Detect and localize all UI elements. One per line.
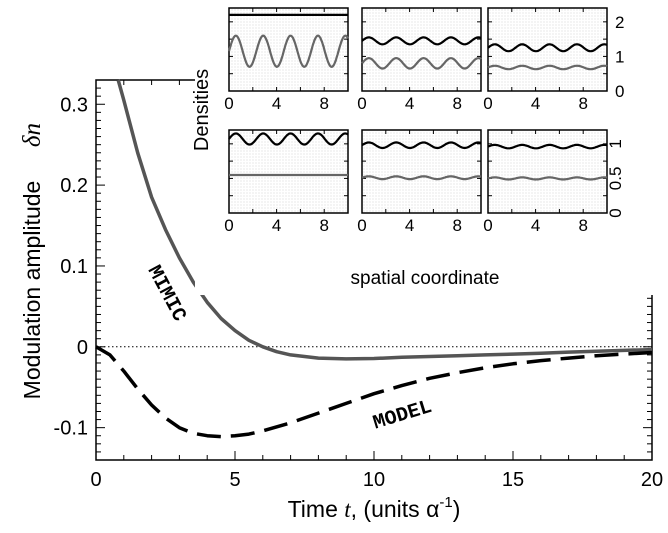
inset-x-tick-label: 8 (578, 94, 587, 113)
inset-right-tick-label: 2 (615, 13, 624, 32)
y-tick-label: 0.1 (60, 256, 88, 278)
y-axis-label: Modulation amplitude (19, 181, 45, 400)
x-tick-label: 15 (502, 469, 524, 491)
x-axis-label: Time t, (units α-1) (288, 494, 461, 522)
inset-panel: 0 4 8 1 0.5 0 (483, 129, 625, 235)
series-label-mimic: MIMIC (142, 262, 190, 326)
inset-right-tick-label: 0 (615, 82, 624, 101)
inset-x-tick-label: 0 (483, 94, 492, 113)
inset-x-tick-label: 0 (357, 94, 366, 113)
inset-x-tick-label: 8 (578, 216, 587, 235)
inset-density-curve (487, 176, 608, 181)
inset-x-tick-label: 4 (405, 216, 414, 235)
inset-density-curve (487, 43, 608, 53)
inset-right-tick-label: 0 (606, 208, 625, 217)
inset-x-tick-label: 4 (272, 94, 281, 113)
y-tick-label: 0 (77, 337, 88, 359)
inset-x-tick-label: 0 (224, 94, 233, 113)
inset-x-tick-label: 8 (319, 94, 328, 113)
series-label-model: MODEL (371, 396, 435, 436)
series-mimic-line (116, 79, 653, 361)
y-axis-symbol: δn (19, 123, 46, 147)
inset-x-tick-label: 4 (531, 94, 540, 113)
inset-right-tick-label: 1 (606, 139, 625, 148)
inset-panel: 0 4 8 (224, 129, 349, 235)
inset-plot: 0 4 8 0 4 8 0 4 8 2 1 0 0 4 8 0 4 8 0 4 8 1 0.5 0 Densities spati… (191, 0, 668, 295)
inset-panel: 0 4 8 (224, 7, 349, 113)
inset-x-axis-label: spatial coordinate (351, 268, 500, 289)
inset-density-curve (361, 56, 482, 70)
inset-panel: 0 4 8 (357, 129, 482, 235)
inset-x-tick-label: 8 (452, 216, 461, 235)
inset-panel-frame (487, 129, 608, 214)
inset-x-tick-label: 4 (531, 216, 540, 235)
inset-density-curve (361, 36, 482, 46)
inset-density-curve (227, 34, 349, 68)
inset-x-tick-label: 4 (272, 216, 281, 235)
inset-panel: 0 4 8 (357, 7, 482, 113)
inset-density-curve (487, 64, 608, 71)
inset-x-tick-label: 8 (319, 216, 328, 235)
inset-y-axis-label: Densities (191, 69, 213, 151)
y-tick-label: -0.1 (54, 418, 88, 440)
inset-right-tick-label: 0.5 (606, 167, 625, 191)
inset-density-curve (228, 132, 349, 146)
inset-panel-frame (361, 7, 482, 92)
inset-x-tick-label: 0 (224, 216, 233, 235)
inset-x-tick-label: 4 (405, 94, 414, 113)
x-tick-label: 0 (90, 469, 101, 491)
x-tick-label: 10 (363, 469, 385, 491)
inset-density-curve (487, 143, 608, 150)
y-tick-label: 0.3 (60, 94, 88, 116)
inset-panel: 0 4 8 2 1 0 (483, 7, 624, 113)
x-tick-label: 5 (229, 469, 240, 491)
y-tick-label: 0.2 (60, 175, 88, 197)
x-tick-label: 20 (641, 469, 663, 491)
inset-x-tick-label: 0 (483, 216, 492, 235)
series-model-line (95, 345, 653, 439)
inset-right-tick-label: 1 (615, 47, 624, 66)
inset-x-tick-label: 0 (357, 216, 366, 235)
inset-density-curve (361, 141, 482, 150)
inset-panel-frame (228, 7, 349, 92)
inset-density-curve (361, 175, 482, 181)
inset-x-tick-label: 8 (452, 94, 461, 113)
